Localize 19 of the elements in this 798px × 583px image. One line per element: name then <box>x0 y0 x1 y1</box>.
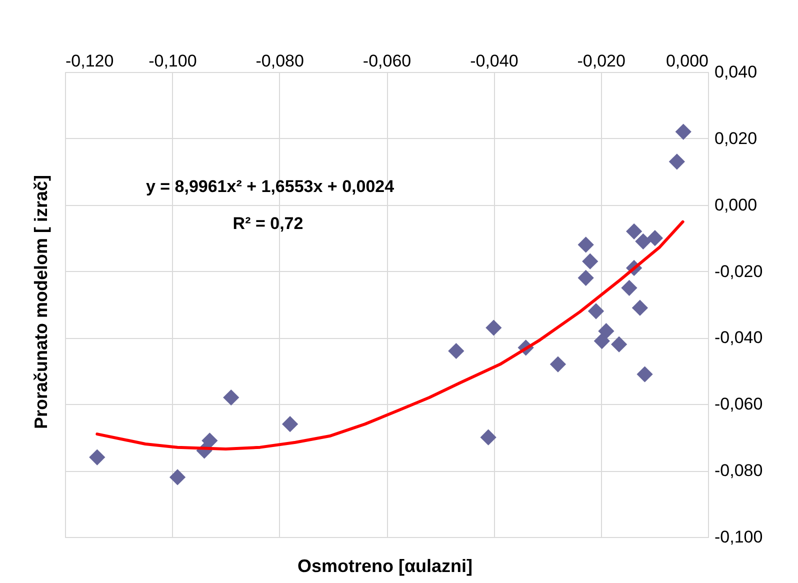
y-tick-label: 0,000 <box>714 195 758 214</box>
y-tick-label: -0,100 <box>714 528 763 546</box>
x-axis-title: Osmotreno [αulazni] <box>297 556 473 576</box>
x-tick-label: -0,040 <box>470 52 518 70</box>
y-tick-label: 0,040 <box>714 62 758 82</box>
y-tick-label: -0,060 <box>714 394 763 414</box>
x-tick-label: 0,000 <box>666 52 708 70</box>
x-tick-label: -0,060 <box>362 52 412 70</box>
x-tick-label: -0,020 <box>577 52 626 70</box>
x-tick-label: -0,080 <box>256 52 304 70</box>
y-tick-label: 0,020 <box>714 128 758 148</box>
y-tick-label: -0,080 <box>714 461 763 480</box>
annotation: y = 8,9961x² + 1,6553x + 0,0024 <box>146 177 395 196</box>
x-tick-label: -0,120 <box>66 52 114 70</box>
y-axis-title: Proračunato modelom [ izrač] <box>31 174 51 430</box>
y-tick-label: -0,020 <box>714 262 763 281</box>
x-tick-label: -0,100 <box>148 52 197 70</box>
y-tick-label: -0,040 <box>714 328 763 348</box>
annotation: R² = 0,72 <box>232 214 304 233</box>
